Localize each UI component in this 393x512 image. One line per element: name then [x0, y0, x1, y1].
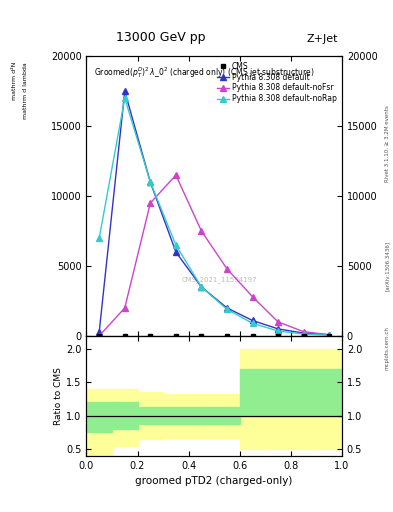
Text: mcplots.cern.ch: mcplots.cern.ch — [385, 326, 390, 370]
CMS — [276, 333, 281, 339]
CMS — [123, 333, 127, 339]
CMS — [97, 333, 101, 339]
Pythia 8.308 default-noRap — [276, 328, 281, 334]
Text: [arXiv:1306.3436]: [arXiv:1306.3436] — [385, 241, 390, 291]
Text: Rivet 3.1.10, ≥ 3.2M events: Rivet 3.1.10, ≥ 3.2M events — [385, 105, 390, 182]
Pythia 8.308 default — [225, 305, 230, 311]
Pythia 8.308 default — [327, 332, 332, 338]
Pythia 8.308 default-noRap — [123, 95, 127, 101]
Text: CMS_2021_11594197: CMS_2021_11594197 — [182, 276, 257, 283]
CMS — [199, 333, 204, 339]
Y-axis label: $\frac{1}{\sigma}\frac{\mathrm{d}\sigma}{\mathrm{d}\lambda}$: $\frac{1}{\sigma}\frac{\mathrm{d}\sigma}… — [0, 187, 2, 205]
Pythia 8.308 default-noFsr — [97, 333, 101, 339]
Line: Pythia 8.308 default-noFsr: Pythia 8.308 default-noFsr — [96, 173, 332, 338]
Pythia 8.308 default-noFsr — [199, 228, 204, 234]
Pythia 8.308 default-noRap — [327, 332, 332, 338]
Pythia 8.308 default — [97, 329, 101, 335]
Pythia 8.308 default — [199, 284, 204, 290]
Line: CMS: CMS — [97, 334, 331, 338]
Pythia 8.308 default-noRap — [148, 179, 152, 185]
Pythia 8.308 default-noFsr — [225, 266, 230, 272]
Pythia 8.308 default — [301, 330, 306, 336]
Pythia 8.308 default-noFsr — [301, 329, 306, 335]
Legend: CMS, Pythia 8.308 default, Pythia 8.308 default-noFsr, Pythia 8.308 default-noRa: CMS, Pythia 8.308 default, Pythia 8.308 … — [216, 60, 338, 105]
CMS — [301, 333, 306, 339]
CMS — [148, 333, 152, 339]
CMS — [225, 333, 230, 339]
Pythia 8.308 default-noFsr — [327, 332, 332, 338]
CMS — [174, 333, 178, 339]
Pythia 8.308 default-noRap — [174, 242, 178, 248]
Pythia 8.308 default-noRap — [97, 235, 101, 241]
Text: mathrm d lambda: mathrm d lambda — [23, 62, 28, 119]
Text: Groomed$(p_T^D)^2\,\lambda\_0^2$ (charged only) (CMS jet substructure): Groomed$(p_T^D)^2\,\lambda\_0^2$ (charge… — [94, 65, 314, 79]
Pythia 8.308 default-noFsr — [174, 172, 178, 178]
Pythia 8.308 default-noRap — [225, 306, 230, 312]
Pythia 8.308 default — [276, 326, 281, 332]
CMS — [250, 333, 255, 339]
Text: Z+Jet: Z+Jet — [307, 33, 338, 44]
Pythia 8.308 default — [123, 88, 127, 94]
Text: mathrm d²N: mathrm d²N — [13, 62, 17, 100]
Pythia 8.308 default-noFsr — [148, 200, 152, 206]
Pythia 8.308 default-noRap — [301, 331, 306, 337]
Pythia 8.308 default-noFsr — [276, 319, 281, 325]
Pythia 8.308 default-noFsr — [123, 305, 127, 311]
Y-axis label: Ratio to CMS: Ratio to CMS — [55, 367, 63, 425]
Pythia 8.308 default-noFsr — [250, 294, 255, 300]
Pythia 8.308 default — [174, 249, 178, 255]
Line: Pythia 8.308 default-noRap: Pythia 8.308 default-noRap — [96, 95, 332, 338]
Pythia 8.308 default — [148, 179, 152, 185]
CMS — [327, 333, 332, 339]
Line: Pythia 8.308 default: Pythia 8.308 default — [96, 89, 332, 337]
X-axis label: groomed pTD2 (charged-only): groomed pTD2 (charged-only) — [136, 476, 293, 486]
Pythia 8.308 default-noRap — [199, 284, 204, 290]
Pythia 8.308 default-noRap — [250, 320, 255, 326]
Pythia 8.308 default — [250, 317, 255, 324]
Text: 13000 GeV pp: 13000 GeV pp — [116, 31, 206, 44]
